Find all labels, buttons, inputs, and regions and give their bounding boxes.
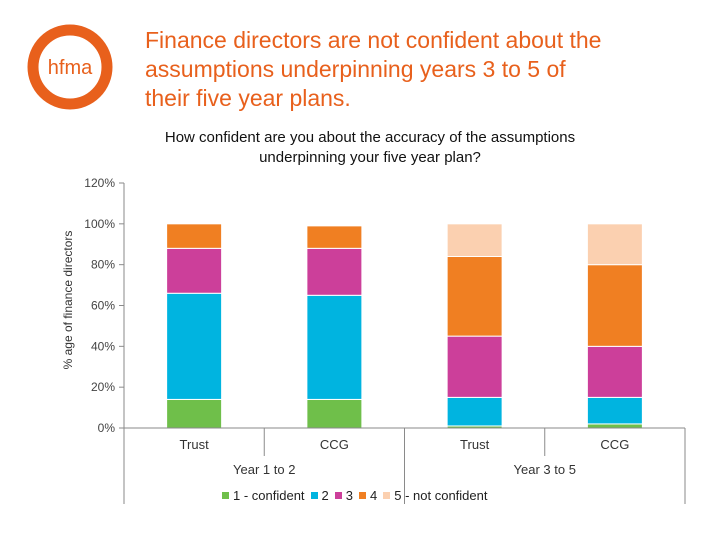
legend-item: 3 [334,488,354,503]
y-tick-label: 0% [98,421,116,435]
y-tick-label: 20% [91,380,115,394]
legend-label: 2 [321,488,329,503]
legend-swatch [310,492,318,499]
bar-segment [446,223,503,257]
bar-segment [586,423,643,429]
slide-title-line-1: Finance directors are not confident abou… [145,27,602,53]
category-label: Trust [460,437,490,452]
slide-title-line-3: their five year plans. [145,85,351,111]
logo-ring [27,24,113,110]
bar-segment [306,294,363,400]
chart-title-line-2: underpinning your five year plan? [259,149,481,166]
bar-segment [166,398,223,429]
slide-title: Finance directors are not confident abou… [145,26,705,113]
logo-text: hfma [48,57,93,79]
y-tick-label: 100% [84,217,115,231]
legend-swatch [222,492,229,499]
bar-segment [306,225,363,249]
bar-segment [446,335,503,398]
category-label: CCG [600,437,629,452]
chart-title: How confident are you about the accuracy… [100,128,640,168]
bar-segment [166,247,223,294]
legend-item: 1 - confident [222,488,305,503]
bar-segment [586,396,643,425]
legend-item: 4 [359,488,377,503]
y-axis-label: % age of finance directors [61,231,75,370]
chart-legend: 1 - confident 2 3 4 5 - not confident [222,488,493,503]
bar-segment [586,223,643,266]
legend-swatch [383,492,391,499]
bar-segment [446,396,503,427]
bar-segment [166,223,223,249]
y-tick-label: 80% [91,258,115,272]
hfma-logo: hfma [27,24,113,110]
slide-title-line-2: assumptions underpinning years 3 to 5 of [145,56,566,82]
legend-label: 3 [345,488,354,503]
legend-item: 2 [310,488,329,503]
y-tick-label: 40% [91,339,115,353]
bar-segment [306,247,363,296]
category-label: Trust [180,437,210,452]
y-tick-label: 120% [84,176,115,190]
legend-swatch [359,492,367,499]
group-label: Year 3 to 5 [514,462,576,477]
bar-segment [306,398,363,429]
category-label: CCG [320,437,349,452]
legend-label: 5 - not confident [394,488,488,503]
chart-title-line-1: How confident are you about the accuracy… [164,129,576,146]
bar-segment [586,264,643,347]
legend-label: 4 [370,488,378,503]
y-tick-label: 60% [91,299,115,313]
legend-swatch [334,492,342,499]
bar-segment [166,292,223,400]
bar-segment [586,345,643,398]
legend-item: 5 - not confident [383,488,487,503]
legend-label: 1 - confident [233,488,305,503]
group-label: Year 1 to 2 [233,462,295,477]
bar-segment [446,256,503,337]
